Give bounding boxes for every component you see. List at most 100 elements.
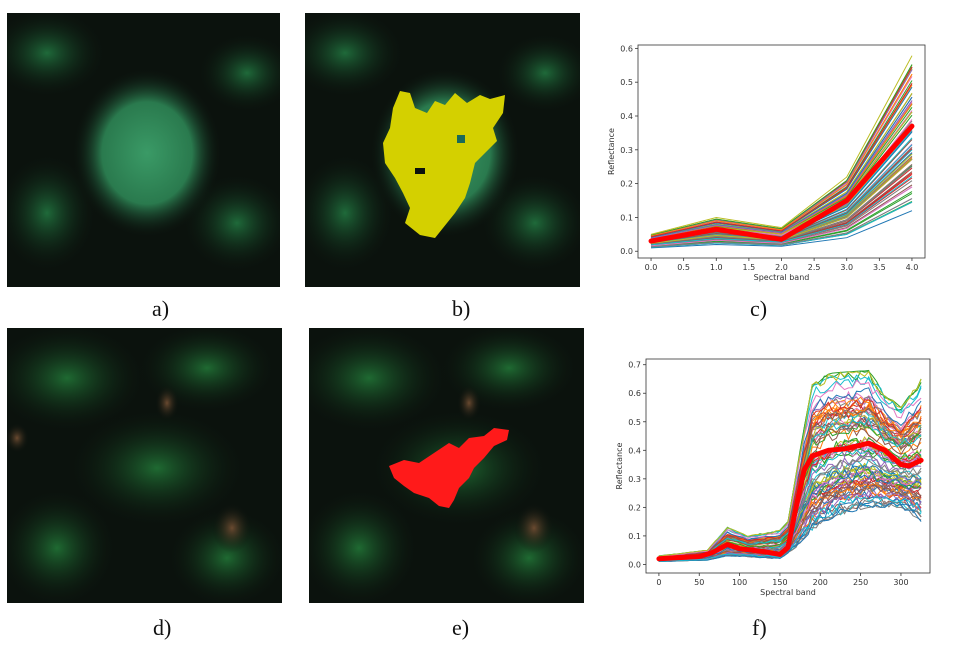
spectrum-line — [650, 127, 913, 242]
spectrum-line — [650, 153, 913, 244]
spectrum-line — [658, 471, 922, 561]
spectrum-line — [658, 464, 922, 561]
spectrum-line — [650, 64, 913, 236]
spectrum-line — [658, 418, 922, 559]
spectrum-line — [658, 444, 922, 560]
panel-label-b: b) — [452, 296, 471, 321]
spectrum-line — [658, 464, 922, 561]
spectrum-line — [658, 440, 922, 560]
spectrum-line — [658, 481, 922, 562]
spectrum-line — [658, 369, 922, 557]
spectrum-line — [658, 402, 922, 558]
panel-label-e: e) — [452, 615, 470, 640]
spectrum-line — [658, 421, 922, 559]
chart-c: 0.0 0.5 1.0 1.5 2.0 2.5 3.0 3.5 4.0 0.0 0.1 0.2 0.3 0… — [607, 44, 926, 282]
spectrum-line — [658, 491, 922, 562]
spectrum-line — [650, 201, 913, 248]
spectrum-line — [658, 465, 922, 561]
spectrum-line — [650, 164, 913, 245]
canopy-photo-d — [7, 328, 282, 603]
spectrum-line — [650, 130, 913, 242]
x-tick-label: 4.0 — [906, 263, 919, 272]
spectrum-line — [650, 100, 913, 239]
spectrum-line — [658, 462, 922, 561]
axes-frame — [645, 358, 931, 574]
spectrum-line — [650, 152, 913, 244]
spectrum-line — [650, 184, 913, 247]
spectrum-line — [650, 177, 913, 246]
x-tick-label: 200 — [813, 578, 828, 587]
spectrum-line — [658, 404, 922, 558]
spectrum-line — [650, 73, 913, 237]
spectrum-line — [658, 375, 922, 557]
spectrum-line — [650, 84, 913, 238]
spectrum-line — [658, 426, 922, 559]
spectrum-line — [658, 399, 922, 558]
spectrum-line — [650, 131, 913, 242]
spectrum-line — [650, 101, 913, 239]
aerial-image-a — [7, 13, 280, 287]
spectrum-line — [658, 480, 922, 562]
x-tick-label: 0 — [656, 578, 661, 587]
spectrum-line — [658, 469, 922, 561]
spectrum-line — [650, 158, 913, 244]
y-axis-label: Reflectance — [615, 442, 624, 489]
spectrum-line — [658, 396, 922, 558]
spectrum-line — [658, 481, 922, 562]
spectrum-line — [658, 407, 922, 559]
mean-spectrum-line — [648, 123, 915, 244]
spectrum-line — [658, 408, 922, 559]
spectrum-line — [658, 407, 922, 559]
panel-label-c: c) — [750, 296, 768, 321]
sample-spectra — [650, 55, 913, 249]
spectrum-line — [650, 191, 913, 247]
x-tick-label: 3.0 — [840, 263, 853, 272]
segmentation-mask-red — [389, 428, 509, 508]
spectrum-line — [658, 486, 922, 562]
spectrum-line — [650, 92, 913, 239]
spectrum-line — [658, 496, 922, 562]
spectrum-line — [650, 96, 913, 239]
spectrum-line — [658, 443, 922, 560]
spectrum-line — [650, 76, 913, 237]
chart-f: 0 50 100 150 200 250 300 0.0 0.1 0.2 0.3 0.4 0.5 0.6 0… — [615, 358, 931, 597]
canopy-photo-e — [309, 328, 584, 603]
spectrum-line — [650, 201, 913, 248]
spectrum-line — [658, 436, 922, 560]
spectrum-line — [658, 483, 922, 561]
spectrum-line — [650, 210, 913, 249]
spectrum-line — [658, 470, 922, 561]
spectrum-line — [650, 104, 913, 240]
spectrum-line — [650, 167, 913, 245]
spectrum-line — [650, 192, 913, 247]
x-tick-label: 100 — [732, 578, 747, 587]
spectrum-line — [658, 414, 922, 559]
spectrum-line — [650, 137, 913, 242]
y-tick-label: 0.0 — [620, 247, 633, 256]
spectrum-line — [658, 496, 922, 562]
spectrum-line — [650, 156, 913, 244]
spectrum-line — [650, 158, 913, 244]
spectrum-line — [658, 484, 922, 562]
spectrum-line — [650, 69, 913, 237]
spectrum-line — [650, 158, 913, 244]
spectrum-line — [650, 201, 913, 248]
spectrum-line — [658, 405, 922, 558]
spectrum-line — [658, 370, 922, 557]
spectrum-line — [650, 149, 913, 244]
spectrum-line — [650, 164, 913, 245]
spectrum-line — [650, 107, 913, 240]
spectrum-line — [658, 501, 922, 563]
x-tick-label: 300 — [893, 578, 908, 587]
spectrum-line — [650, 171, 913, 245]
spectrum-line — [658, 500, 922, 562]
x-tick-label: 3.5 — [873, 263, 886, 272]
spectrum-line — [650, 130, 913, 242]
y-tick-label: 0.0 — [628, 560, 641, 569]
spectrum-line — [650, 144, 913, 243]
spectrum-line — [658, 443, 922, 560]
spectrum-line — [650, 69, 913, 237]
spectrum-line — [658, 426, 922, 559]
spectrum-line — [650, 73, 913, 237]
spectrum-line — [650, 69, 913, 237]
